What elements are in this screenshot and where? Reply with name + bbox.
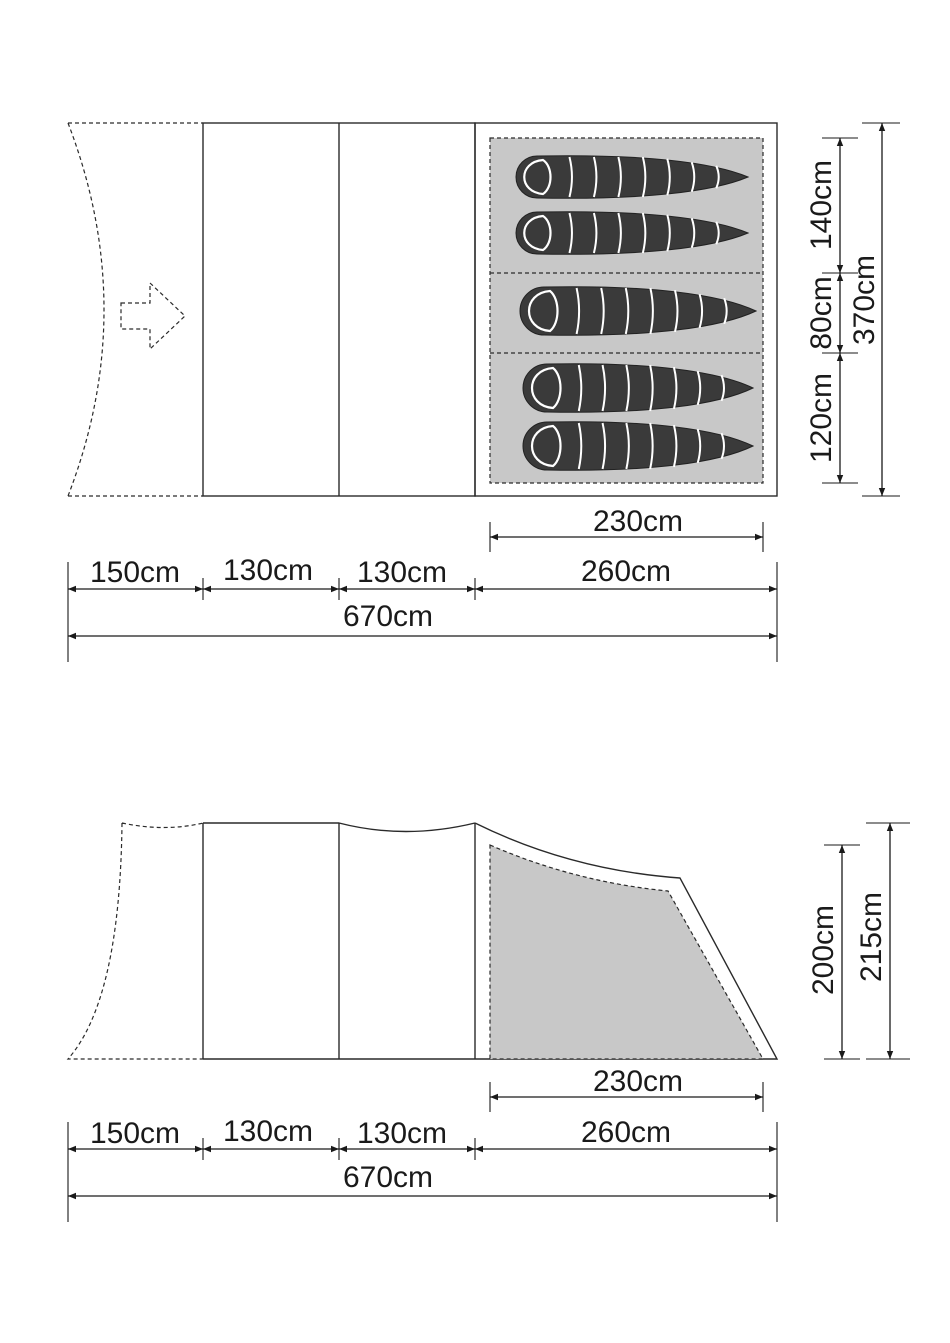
sleeping-bag-rib [674, 289, 679, 333]
awning-profile [66, 822, 204, 1060]
plan-seg-130b: 130cm [357, 556, 447, 589]
sleeping-bag-icon [515, 211, 750, 255]
sleeping-bag-icon [519, 286, 758, 336]
side-outer-height: 215cm [855, 892, 888, 982]
side-seg-130a: 130cm [223, 1115, 313, 1148]
plan-depth-140: 140cm [805, 160, 838, 250]
sleeping-bag-icon [515, 155, 750, 199]
sleeping-bag-rib [617, 212, 622, 254]
sleeping-bag-rib [649, 287, 654, 335]
side-inner-width: 230cm [593, 1065, 683, 1098]
sleeping-bag-rib [568, 156, 573, 198]
entrance-arrow-icon [120, 281, 186, 351]
sleeping-bag-rib [690, 161, 696, 193]
sleeping-bag-rib [672, 366, 678, 410]
sleeping-bag-rib [641, 212, 647, 254]
sleeping-bag-rib [601, 364, 607, 412]
plan-seg-150: 150cm [90, 556, 180, 589]
plan-inner-width: 230cm [593, 505, 683, 538]
awning-outline [67, 122, 203, 497]
side-seg-130b: 130cm [357, 1117, 447, 1150]
sleeping-bag-hood [530, 424, 562, 468]
sleeping-bag-rib [720, 374, 725, 402]
sleeping-bag-rib [625, 422, 630, 470]
plan-side-dimensions: 140cm 80cm 120cm 370cm [805, 122, 900, 497]
sleeping-bag-hood [523, 158, 552, 196]
vestibule-profile [202, 822, 476, 1060]
inner-tent-side [490, 845, 763, 1059]
sleeping-bag-rib [649, 422, 654, 470]
side-view: 200cm 215cm 230cm 150cm 130cm 130cm 260c… [66, 822, 910, 1222]
sleeping-bag-rib [577, 364, 583, 412]
sleeping-bag-rib [617, 156, 622, 198]
inner-tent-outline [489, 137, 764, 484]
sleeping-bag-rib [625, 364, 630, 412]
bedroom-profile [474, 822, 779, 1060]
sleeping-bag-rib [666, 158, 671, 196]
plan-seg-130a: 130cm [223, 554, 313, 587]
sleeping-bag-icon [522, 421, 755, 471]
plan-view: 140cm 80cm 120cm 370cm 230cm 150cm 130cm… [67, 122, 900, 662]
bedroom-outline [474, 122, 778, 497]
plan-seg-260: 260cm [581, 555, 671, 588]
sleeping-bag-rib [715, 221, 720, 245]
sleeping-bag-rib [723, 297, 728, 325]
sleeping-bag-rib [641, 156, 647, 198]
plan-bottom-dimensions: 230cm 150cm 130cm 130cm 260cm 670cm [67, 505, 778, 662]
plan-depth-80: 80cm [805, 276, 838, 349]
sleeping-bag-hood [523, 214, 552, 252]
sleeping-bags [515, 155, 758, 471]
side-bottom-dimensions: 230cm 150cm 130cm 130cm 260cm 670cm [67, 1065, 778, 1222]
plan-depth-total: 370cm [848, 255, 881, 345]
sleeping-bag-icon [522, 363, 755, 413]
sleeping-bag-rib [696, 428, 702, 464]
sleeping-bag-rib [720, 432, 725, 460]
side-inner-height: 200cm [807, 905, 840, 995]
plan-total-length: 670cm [343, 600, 433, 633]
sleeping-bag-rib [568, 212, 573, 254]
sleeping-bag-rib [592, 156, 598, 198]
side-seg-260: 260cm [581, 1116, 671, 1149]
side-height-dimensions: 200cm 215cm [807, 822, 910, 1060]
sleeping-bag-rib [672, 424, 678, 468]
side-seg-150: 150cm [90, 1117, 180, 1150]
plan-depth-120: 120cm [805, 373, 838, 463]
sleeping-bag-hood [530, 366, 562, 410]
sleeping-bag-rib [649, 364, 654, 412]
sleeping-bag-hood [527, 289, 559, 333]
sleeping-bag-rib [577, 422, 583, 470]
sleeping-bag-rib [666, 214, 671, 252]
sleeping-bag-rib [715, 165, 720, 189]
sleeping-bag-rib [698, 293, 704, 329]
inner-tent-side-outline [489, 844, 765, 1060]
sleeping-bag-rib [696, 370, 702, 406]
sleeping-bag-rib [575, 287, 581, 335]
side-total-length: 670cm [343, 1161, 433, 1194]
sleeping-bag-body [515, 155, 750, 199]
sleeping-bag-rib [690, 217, 696, 249]
sleeping-bag-rib [624, 287, 630, 335]
sleeping-bag-body [515, 211, 750, 255]
sleeping-bag-rib [601, 422, 607, 470]
sleeping-bag-rib [600, 287, 605, 335]
sleeping-bag-rib [592, 212, 598, 254]
